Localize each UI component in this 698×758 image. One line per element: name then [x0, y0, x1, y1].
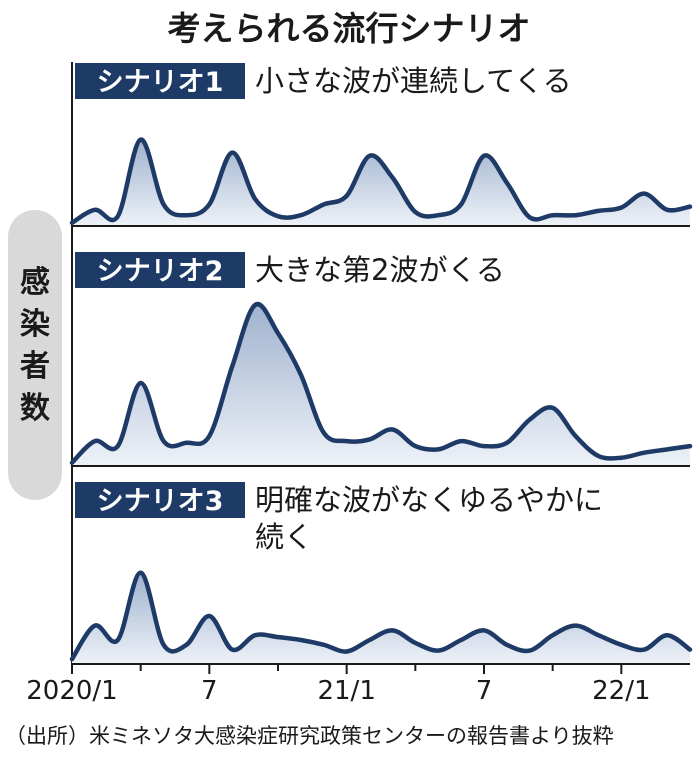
series-area-3: [72, 572, 690, 664]
scenario-tag-label-1: シナリオ1: [97, 67, 224, 98]
ylabel-char-3: 数: [20, 391, 51, 426]
series-line-1: [69, 137, 693, 226]
x-tick-label: 2020/1: [26, 676, 117, 706]
x-tick-label: 21/1: [317, 676, 375, 706]
scenario-description-3-line-2: 続く: [255, 520, 313, 554]
x-tick-label: 7: [476, 676, 493, 706]
series-area-2: [72, 304, 690, 466]
series-line-3: [69, 570, 693, 662]
scenario-description-2-line-1: 大きな第2波がくる: [255, 253, 505, 287]
ylabel-char-1: 染: [20, 307, 50, 342]
ylabel-background: [8, 210, 62, 500]
x-tick-label: 22/1: [592, 676, 650, 706]
panel-scenario-3: シナリオ3 明確な波がなくゆるやかに 続く: [69, 482, 693, 664]
scenario-tag-3: [75, 482, 245, 518]
x-axis-ticks: 2020/1 7 21/1 7 22/1: [26, 664, 651, 706]
scenario-description-3-line-1: 明確な波がなくゆるやかに: [255, 483, 603, 517]
panel-scenario-2: シナリオ2 大きな第2波がくる: [69, 252, 693, 467]
ylabel-char-2: 者: [20, 349, 50, 384]
series-line-2: [69, 301, 693, 465]
figure-title: 考えられる流行シナリオ: [168, 9, 531, 48]
scenario-tag-2: [75, 252, 245, 288]
scenario-tag-label-2: シナリオ2: [97, 256, 224, 287]
x-tick-label: 7: [201, 676, 218, 706]
scenario-tag-label-3: シナリオ3: [97, 486, 224, 517]
panel-scenario-1: シナリオ1 小さな波が連続してくる: [69, 63, 693, 227]
scenario-description-1-line-1: 小さな波が連続してくる: [255, 64, 572, 98]
scenario-tag-1: [75, 63, 245, 99]
source-note: （出所）米ミネソタ大感染症研究政策センターの報告書より抜粋: [5, 724, 614, 748]
ylabel-char-0: 感: [20, 265, 50, 300]
